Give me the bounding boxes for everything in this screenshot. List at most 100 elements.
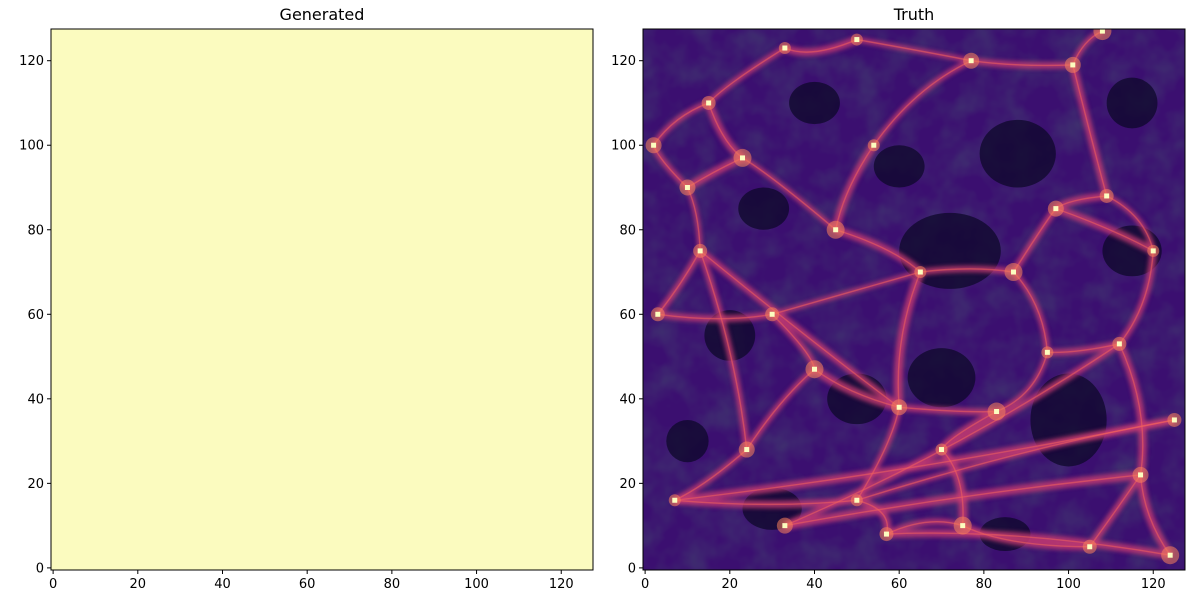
x-tick-label: 60 (299, 577, 316, 592)
heatmap-node (854, 497, 860, 503)
x-tick-label: 0 (641, 577, 649, 592)
heatmap-void (704, 310, 756, 361)
x-tick-label: 40 (214, 577, 231, 592)
heatmap-filament-core (699, 250, 900, 408)
heatmap-void (666, 419, 709, 463)
heatmap-node (883, 531, 889, 537)
y-tick-label: 100 (19, 139, 44, 154)
x-tick-label: 40 (806, 577, 823, 592)
heatmap-node (740, 155, 746, 161)
heatmap-node (960, 523, 966, 529)
panel-generated: Generated 0 20 40 60 80 100 120 0 20 40 60 80 100 12… (19, 5, 594, 592)
y-tick-label: 120 (19, 54, 44, 69)
heatmap-node (833, 227, 839, 233)
heatmap-node (1150, 248, 1156, 254)
heatmap-node (1011, 269, 1017, 275)
heatmap-node (1171, 417, 1177, 423)
heatmap-void (789, 81, 840, 125)
heatmap-node (1087, 544, 1093, 550)
heatmap-void (979, 119, 1056, 188)
heatmap-truth (643, 29, 1185, 570)
heatmap-filament-core (962, 524, 1090, 548)
heatmap-filament-core (1139, 474, 1171, 556)
heatmap-filament-core (835, 229, 921, 273)
heatmap-node (706, 100, 712, 106)
heatmap-void (907, 348, 976, 408)
y-tick-label: 120 (611, 54, 636, 69)
y-tick-label: 80 (27, 223, 44, 238)
axes-frame-generated (50, 28, 594, 571)
y-tick-label: 80 (619, 223, 636, 238)
x-tick-label: 20 (722, 577, 739, 592)
x-tick-label: 80 (976, 577, 993, 592)
heatmap-node (651, 142, 657, 148)
y-tick-label: 20 (619, 477, 636, 492)
x-tick-label: 120 (549, 577, 574, 592)
heatmap-filament-core (784, 474, 1141, 527)
heatmap-void (738, 187, 790, 230)
y-tick-label: 40 (619, 392, 636, 407)
y-axis-generated: 0 20 40 60 80 100 120 (19, 54, 51, 576)
heatmap-filament-core (657, 313, 773, 320)
heatmap-filament-core (699, 250, 748, 450)
heatmap-node (1104, 193, 1110, 199)
x-tick-label: 0 (49, 577, 57, 592)
x-axis-truth: 0 20 40 60 80 100 120 (641, 570, 1166, 592)
heatmap-node (744, 447, 750, 453)
y-axis-truth: 0 20 40 60 80 100 120 (611, 54, 643, 576)
heatmap-node (939, 447, 945, 453)
heatmap-filament-core (897, 271, 922, 408)
heatmap-filament-core (856, 419, 1175, 501)
heatmap-filament-core (1106, 195, 1154, 252)
chart-title-truth: Truth (893, 5, 935, 24)
heatmap-node (811, 366, 817, 372)
x-tick-label: 60 (891, 577, 908, 592)
y-tick-label: 20 (27, 477, 44, 492)
heatmap-node (871, 142, 877, 148)
heatmap-generated (51, 29, 593, 570)
heatmap-node (1167, 552, 1173, 558)
y-tick-label: 0 (628, 561, 636, 576)
heatmap-filament-core (856, 38, 972, 62)
heatmap-node (1138, 472, 1144, 478)
y-tick-label: 60 (619, 308, 636, 323)
heatmap-filament-core (856, 407, 900, 501)
heatmap-filament-core (746, 368, 815, 450)
heatmap-node (655, 311, 661, 317)
heatmap-node (968, 58, 974, 64)
heatmap-filament-core (971, 60, 1073, 67)
y-tick-label: 40 (27, 392, 44, 407)
heatmap-void (1030, 373, 1107, 467)
heatmap-node (896, 404, 902, 410)
x-tick-label: 20 (130, 577, 147, 592)
heatmap-filament-core (1072, 64, 1108, 197)
heatmap-node (854, 37, 860, 43)
heatmap-filament-core (771, 271, 921, 315)
heatmap-node (994, 409, 1000, 415)
heatmap-node (769, 311, 775, 317)
heatmap-filament-core (886, 532, 1171, 556)
heatmap-node (1070, 62, 1076, 68)
x-axis-generated: 0 20 40 60 80 100 120 (49, 570, 574, 592)
heatmap-filament-core (657, 250, 701, 315)
x-tick-label: 120 (1141, 577, 1166, 592)
heatmap-node (672, 497, 678, 503)
heatmap-node (1099, 29, 1105, 34)
heatmap-node (917, 269, 923, 275)
heatmap-filament-core (1055, 207, 1154, 252)
heatmap-filament-core (1118, 343, 1144, 476)
heatmap-node (684, 184, 690, 190)
y-tick-label: 60 (27, 308, 44, 323)
heatmap-node (1053, 206, 1059, 212)
heatmap-void (873, 145, 925, 188)
heatmap-filament-core (1118, 250, 1154, 345)
heatmap-filament-core (873, 60, 972, 146)
heatmap-filament-core (941, 449, 964, 526)
x-tick-label: 100 (1056, 577, 1081, 592)
heatmap-node (1044, 349, 1050, 355)
heatmap-node-halo (1093, 29, 1112, 41)
axes-frame-truth (642, 28, 1186, 571)
x-tick-label: 80 (384, 577, 401, 592)
heatmap-filament-core (784, 343, 1120, 527)
heatmap-node (697, 248, 703, 254)
